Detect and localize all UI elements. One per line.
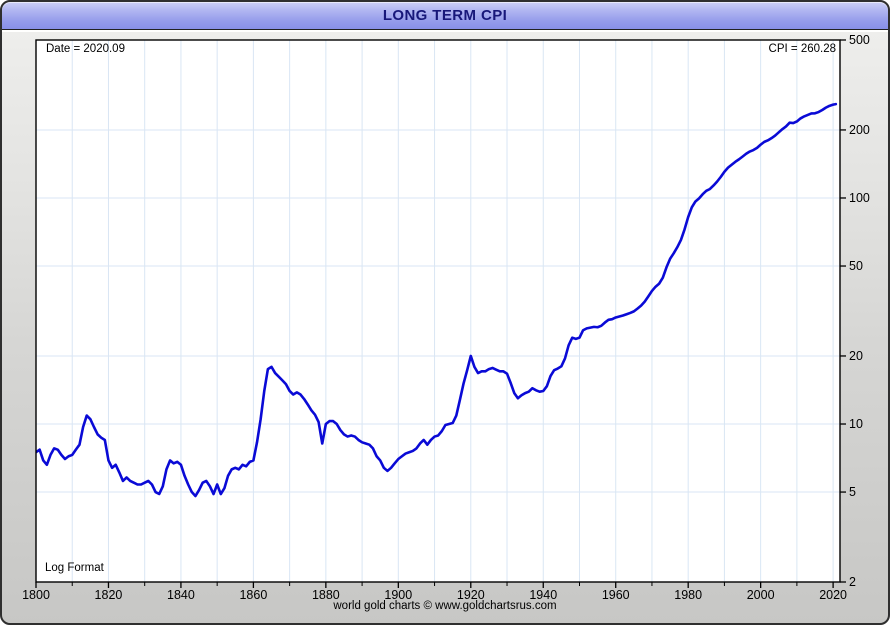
footer-credit: world gold charts © www.goldchartsrus.co…: [333, 600, 557, 612]
plot-border: [35, 39, 841, 583]
x-tick-label: 1920: [456, 588, 485, 602]
y-tick-label: 2: [849, 575, 856, 589]
title-bar: LONG TERM CPI: [2, 2, 888, 30]
y-tick-label: 100: [849, 190, 870, 205]
x-tick-label: 1860: [239, 588, 268, 602]
y-tick-label: 500: [849, 33, 870, 47]
date-readout: Date = 2020.09: [46, 43, 125, 55]
page-title: LONG TERM CPI: [382, 7, 508, 24]
x-tick-label: 1840: [167, 588, 195, 602]
x-tick-label: 1900: [384, 588, 413, 602]
y-tick-label: 10: [849, 417, 863, 431]
y-tick-label: 5: [849, 485, 856, 500]
x-tick-label: 1880: [311, 588, 340, 602]
x-tick-label: 1940: [529, 588, 558, 602]
x-tick-label: 1820: [94, 588, 123, 602]
x-tick-label: 1800: [22, 588, 50, 602]
y-tick-label: 50: [849, 259, 863, 274]
cpi-readout: CPI = 260.28: [768, 43, 836, 55]
x-tick-label: 2020: [819, 588, 848, 602]
cpi-series-line: [36, 102, 838, 498]
y-tick-label: 200: [849, 122, 870, 137]
plot-area: [36, 40, 840, 582]
x-tick-label: 1980: [674, 588, 703, 602]
y-tick-label: 20: [849, 348, 863, 363]
x-tick-label: 1960: [601, 588, 630, 602]
log-format-label: Log Format: [45, 562, 104, 574]
x-tick-label: 2000: [746, 588, 775, 602]
